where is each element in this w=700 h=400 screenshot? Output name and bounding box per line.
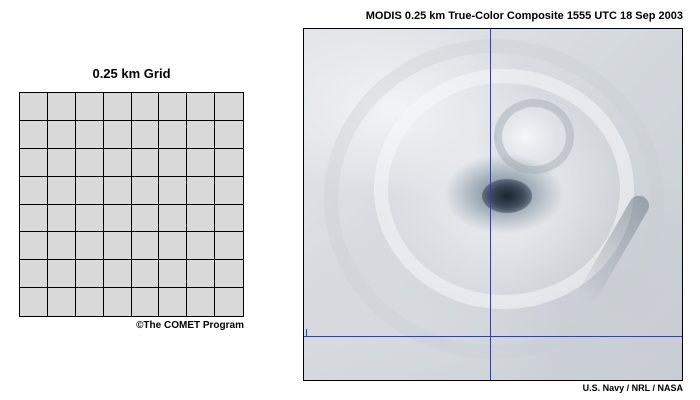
- grid-cell: [75, 288, 104, 316]
- grid-cell: [103, 93, 132, 121]
- grid-cell: [187, 176, 216, 205]
- grid-cell: [47, 176, 76, 205]
- grid-cell: [103, 288, 132, 316]
- grid-cell: [20, 204, 48, 233]
- grid-cell: [215, 148, 243, 177]
- image-credit: U.S. Navy / NRL / NASA: [582, 383, 683, 393]
- grid-cell: [159, 120, 188, 149]
- grid-cell: [187, 232, 216, 261]
- grid-cell: [47, 288, 76, 316]
- grid-cell: [159, 93, 188, 121]
- mesovortex-cloud: [494, 99, 574, 174]
- grid-cell: [159, 176, 188, 205]
- grid-cell: [187, 120, 216, 149]
- crosshair-vertical-line: [490, 29, 491, 380]
- grid-cell: [47, 260, 76, 289]
- grid-cell: [215, 120, 243, 149]
- grid-cell: [47, 93, 76, 121]
- grid-cell: [47, 204, 76, 233]
- grid-cell: [187, 148, 216, 177]
- grid-cell: [20, 93, 48, 121]
- grid-cell: [131, 148, 160, 177]
- satellite-image-title: MODIS 0.25 km True-Color Composite 1555 …: [365, 10, 683, 22]
- grid-cell: [20, 288, 48, 316]
- grid-cell: [47, 120, 76, 149]
- grid-cell: [103, 232, 132, 261]
- grid-cell: [187, 93, 216, 121]
- grid-cell: [75, 120, 104, 149]
- grid-cell: [215, 93, 243, 121]
- grid-cell: [20, 120, 48, 149]
- grid-cell: [187, 260, 216, 289]
- grid-cell: [131, 120, 160, 149]
- grid-title: 0.25 km Grid: [92, 66, 171, 81]
- grid-cell: [103, 204, 132, 233]
- grid-cell: [215, 176, 243, 205]
- grid-cell: [131, 93, 160, 121]
- grid-cell: [131, 176, 160, 205]
- grid-cell: [75, 148, 104, 177]
- grid-cell: [215, 288, 243, 316]
- grid-cell: [20, 176, 48, 205]
- grid-cell: [159, 288, 188, 316]
- grid-cell: [187, 288, 216, 316]
- grid-cell: [159, 204, 188, 233]
- grid-cell: [75, 204, 104, 233]
- grid-cell: [131, 232, 160, 261]
- grid-cell: [47, 232, 76, 261]
- grid-cell: [103, 120, 132, 149]
- grid-cell: [75, 176, 104, 205]
- grid-cell: [103, 148, 132, 177]
- grid-cell: [103, 260, 132, 289]
- grid-cell: [75, 260, 104, 289]
- grid-cell: [215, 232, 243, 261]
- crosshair-tick: [306, 329, 307, 336]
- grid-cell: [20, 260, 48, 289]
- grid-cell: [187, 204, 216, 233]
- grid-cell: [159, 232, 188, 261]
- grid-cell: [131, 260, 160, 289]
- grid-cell: [215, 204, 243, 233]
- satellite-image: [303, 28, 683, 381]
- grid-diagram: [19, 92, 244, 317]
- grid-cell: [75, 93, 104, 121]
- grid-cell: [159, 260, 188, 289]
- comet-credit: ©The COMET Program: [136, 320, 244, 331]
- grid-cell: [131, 288, 160, 316]
- grid-cell: [20, 148, 48, 177]
- grid-cell: [131, 204, 160, 233]
- grid-cell: [215, 260, 243, 289]
- grid-cell: [20, 232, 48, 261]
- crosshair-horizontal-line: [304, 336, 682, 337]
- grid-cell: [75, 232, 104, 261]
- grid-cell: [159, 148, 188, 177]
- grid-cell: [47, 148, 76, 177]
- grid-cell: [103, 176, 132, 205]
